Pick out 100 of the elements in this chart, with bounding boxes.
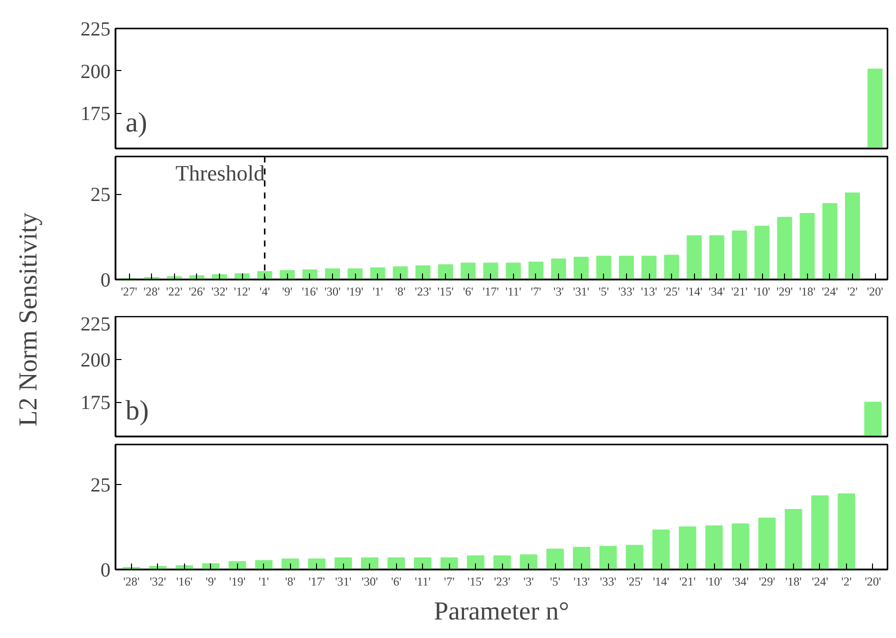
bar	[822, 203, 838, 280]
bar	[506, 262, 521, 280]
bar	[370, 267, 386, 280]
x-tick-label: '18'	[799, 284, 816, 298]
bar	[466, 555, 484, 570]
x-tick-label: '13'	[640, 284, 658, 298]
bar	[257, 271, 272, 280]
x-tick-label: '30'	[324, 284, 341, 298]
x-tick-label: '23'	[414, 284, 432, 298]
y-tick-label: 175	[80, 392, 110, 414]
x-tick-label: '28'	[144, 284, 160, 298]
x-tick-label: '33'	[618, 284, 635, 298]
y-tick-label: 175	[80, 103, 110, 126]
x-tick-label: '18'	[785, 574, 802, 588]
bar	[626, 544, 644, 570]
x-tick-label: '16'	[176, 574, 193, 588]
bar	[302, 269, 318, 280]
y-tick-label: 200	[80, 349, 110, 372]
x-tick-label: '20'	[864, 574, 882, 588]
bar	[528, 262, 544, 280]
bar	[596, 256, 612, 280]
ref-line-label: Threshold	[175, 160, 265, 186]
x-tick-label: '13'	[573, 574, 590, 588]
x-tick-label: '17'	[482, 284, 499, 298]
bar	[282, 558, 299, 570]
x-tick-label: '10'	[706, 574, 722, 588]
bar	[709, 235, 724, 280]
x-tick-label: '14'	[652, 574, 670, 588]
bar	[280, 270, 295, 280]
x-tick-label: '31'	[573, 284, 590, 298]
bar	[732, 230, 747, 280]
x-tick-label: '5'	[550, 574, 560, 588]
x-tick-label: '19'	[346, 284, 364, 298]
bar	[732, 523, 750, 570]
bar	[784, 509, 802, 570]
annotation: b)	[126, 396, 149, 426]
x-tick-label: '5'	[598, 284, 609, 298]
x-tick-label: '25'	[626, 574, 643, 588]
bar	[388, 557, 405, 570]
y-tick-label: 225	[80, 314, 110, 336]
bar	[308, 558, 326, 570]
x-tick-label: '32'	[211, 284, 228, 298]
bar	[811, 495, 829, 570]
bar	[705, 525, 723, 570]
bar	[546, 548, 564, 570]
bar	[574, 256, 589, 280]
bar	[414, 557, 432, 570]
x-tick-label: '29'	[758, 574, 776, 588]
bar	[652, 529, 670, 570]
bar	[348, 268, 363, 280]
x-tick-label: '21'	[679, 574, 696, 588]
bar	[754, 226, 770, 280]
x-tick-label: '1'	[372, 284, 383, 298]
bar	[520, 554, 538, 570]
bar	[334, 557, 352, 570]
x-tick-label: '27'	[120, 284, 138, 298]
bar	[440, 557, 458, 570]
x-tick-label: '6'	[462, 284, 474, 298]
x-tick-label: '23'	[494, 574, 510, 588]
x-tick-label: '24'	[822, 284, 838, 298]
x-tick-label: '34'	[732, 574, 749, 588]
bar	[255, 560, 273, 570]
bar	[415, 265, 430, 280]
x-tick-label: '2'	[841, 574, 852, 588]
x-tick-label: '33'	[600, 574, 616, 588]
x-tick-label: '16'	[302, 284, 318, 298]
x-tick-label: '9'	[282, 284, 292, 298]
x-tick-label: '11'	[505, 284, 522, 298]
bar	[483, 262, 498, 280]
y-tick-label: 0	[100, 270, 110, 292]
x-axis-title: Parameter n°	[434, 596, 570, 626]
bar	[838, 493, 856, 570]
bar	[460, 262, 476, 280]
x-tick-label: '32'	[150, 574, 166, 588]
x-tick-label: '14'	[686, 284, 702, 298]
bar	[325, 268, 340, 280]
y-tick-label: 200	[80, 60, 110, 83]
y-tick-label: 25	[90, 474, 110, 496]
x-tick-label: '4'	[260, 284, 270, 298]
bar	[493, 555, 511, 570]
x-tick-label: '29'	[776, 284, 793, 298]
x-tick-label: '2'	[847, 284, 858, 298]
bar	[641, 256, 657, 280]
x-tick-label: '12'	[234, 284, 250, 298]
bar	[844, 192, 860, 280]
x-tick-label: '7'	[530, 284, 542, 298]
y-tick-label: 0	[100, 560, 110, 582]
bar	[686, 235, 702, 280]
x-tick-label: '15'	[468, 574, 484, 588]
y-tick-label: 225	[80, 18, 110, 40]
x-tick-label: '7'	[444, 574, 454, 588]
x-tick-label: '1'	[258, 574, 269, 588]
x-tick-label: '31'	[335, 574, 352, 588]
x-tick-label: '3'	[553, 284, 564, 298]
x-tick-label: '17'	[308, 574, 325, 588]
x-tick-label: '10'	[754, 284, 770, 298]
bar	[202, 563, 220, 570]
y-tick-label: 25	[90, 184, 110, 206]
bar	[599, 546, 617, 570]
x-tick-label: '34'	[708, 284, 725, 298]
